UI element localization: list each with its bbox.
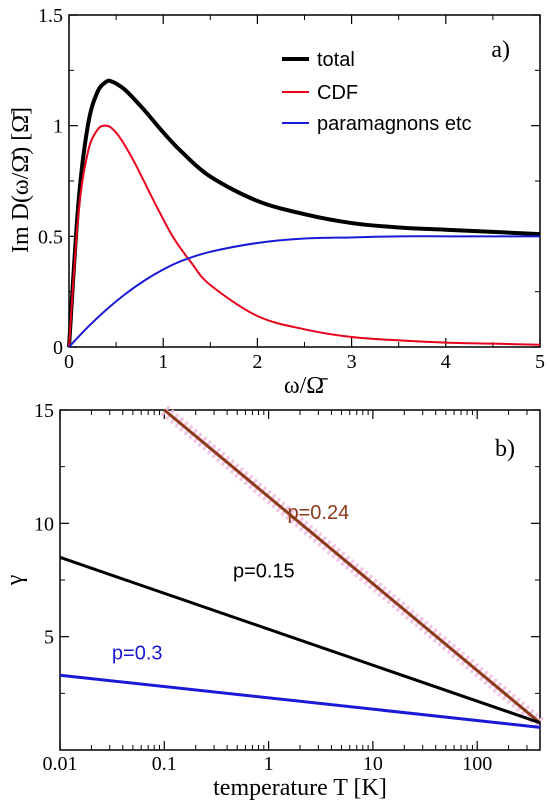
- panel-label-a: a): [491, 37, 510, 63]
- plot-frame-a: [68, 14, 541, 348]
- y-axis-label-a: Im D(ω/Ω̄) [Ω̄]: [8, 107, 34, 253]
- y-tick-label-b: 10: [34, 513, 54, 535]
- y-tick-label-a: 0: [53, 337, 63, 359]
- legend-label-2: paramagnons etc: [317, 113, 472, 135]
- b-ticks: 0.01 0.1 1 10 100 5 10 15: [34, 400, 541, 775]
- series-label-b-1: p=0.15: [233, 561, 295, 583]
- series-line-a-1: [68, 124, 541, 348]
- series-labels-b: p=0.24 p=0.15 p=0.3: [112, 502, 349, 665]
- x-tick-label-b: 10: [363, 753, 383, 775]
- series-line-a-2: [68, 235, 540, 348]
- a-series: [67, 78, 541, 348]
- x-axis-label-a: ω/Ω̄: [284, 373, 328, 399]
- series-line-b-2: [59, 673, 541, 729]
- x-tick-label-b: 100: [462, 753, 492, 775]
- x-tick-label-a: 5: [535, 351, 545, 373]
- y-tick-label-a: 1.5: [38, 5, 63, 27]
- legend-label-1: CDF: [317, 82, 358, 104]
- x-axis-label-b: temperature T [K]: [213, 775, 387, 801]
- y-tick-label-b: 5: [44, 627, 54, 649]
- x-tick-label-b: 0.1: [152, 753, 177, 775]
- x-tick-label-a: 3: [347, 351, 357, 373]
- panel-a: 0 1 2 3 4 5 0 0.5 1 1.5 a) total CDF paramagnons et…: [8, 5, 545, 399]
- x-tick-label-b: 1: [264, 753, 274, 775]
- legend-label-0: total: [317, 49, 355, 71]
- series-label-b-2: p=0.3: [112, 642, 163, 664]
- y-tick-label-a: 1: [53, 116, 63, 138]
- x-tick-label-b: 0.01: [43, 753, 78, 775]
- x-tick-label-a: 2: [252, 351, 262, 373]
- series-line-a-0: [67, 78, 541, 348]
- series-line-b-1: [59, 555, 541, 725]
- x-tick-label-a: 4: [441, 351, 451, 373]
- y-axis-label-b: γ: [2, 574, 28, 586]
- b-series: [59, 405, 544, 729]
- panel-label-b: b): [495, 436, 515, 462]
- x-tick-label-a: 0: [64, 351, 74, 373]
- y-tick-label-b: 15: [34, 400, 54, 422]
- x-tick-label-a: 1: [158, 351, 168, 373]
- series-label-b-0: p=0.24: [287, 502, 349, 524]
- series-line-b-0: [163, 408, 541, 724]
- y-tick-label-a: 0.5: [38, 226, 63, 248]
- legend-a: total CDF paramagnons etc: [282, 49, 472, 135]
